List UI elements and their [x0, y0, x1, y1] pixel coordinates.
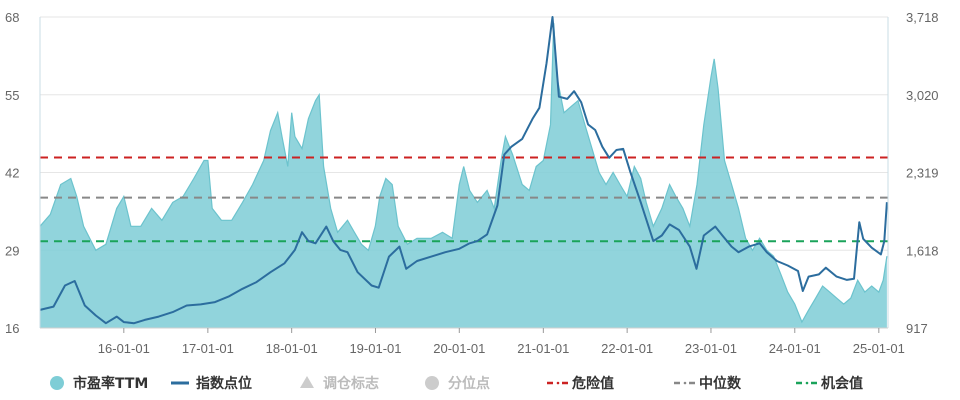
x-tick-label: 18-01-01	[266, 341, 318, 356]
legend-label: 危险值	[571, 375, 614, 392]
legend-dot-icon	[683, 381, 687, 385]
line-layer	[39, 16, 888, 325]
legend-item[interactable]: 分位点	[425, 375, 490, 392]
legend-triangle-icon	[300, 376, 314, 388]
y-right-tick-label: 1,618	[906, 243, 939, 258]
x-tick-label: 22-01-01	[601, 341, 653, 356]
index-line	[39, 16, 888, 325]
legend-label: 指数点位	[196, 375, 252, 392]
x-tick-label: 25-01-01	[853, 341, 905, 356]
legend-item[interactable]: 机会值	[796, 375, 863, 392]
x-tick-label: 23-01-01	[685, 341, 737, 356]
legend-item[interactable]: 中位数	[674, 375, 742, 392]
y-left-tick-label: 16	[5, 321, 19, 336]
y-left-tick-label: 55	[5, 88, 19, 103]
legend-item[interactable]: 指数点位	[171, 375, 252, 392]
area-layer	[39, 22, 888, 328]
legend-dot-icon	[556, 381, 560, 385]
legend-item[interactable]: 市盈率TTM	[50, 375, 148, 392]
legend-item[interactable]: 调仓标志	[300, 375, 379, 392]
y-left-tick-label: 29	[5, 243, 19, 258]
legend-circle-icon	[50, 376, 64, 390]
legend-label: 机会值	[821, 375, 863, 392]
legend-label: 市盈率TTM	[73, 375, 148, 392]
y-right-tick-label: 917	[906, 321, 928, 336]
y-right-tick-label: 2,319	[906, 166, 939, 181]
y-right-tick-label: 3,020	[906, 88, 939, 103]
x-tick-label: 17-01-01	[182, 341, 234, 356]
y-left-tick-label: 68	[5, 10, 19, 25]
x-tick-label: 24-01-01	[769, 341, 821, 356]
pe-ttm-outline	[39, 22, 888, 324]
y-left-tick-label: 42	[5, 166, 19, 181]
legend-circle-icon	[425, 376, 439, 390]
legend: 市盈率TTM 指数点位 调仓标志 分位点 危险值 中位数 机会值	[50, 375, 863, 392]
x-tick-label: 16-01-01	[98, 341, 150, 356]
axis-layer: 16 917 29 1,618 42 2,319 55 3,020 68 3,718 16-01-0…	[5, 10, 939, 356]
legend-label: 中位数	[699, 375, 742, 392]
legend-item[interactable]: 危险值	[547, 375, 614, 392]
x-tick-label: 19-01-01	[349, 341, 401, 356]
legend-label: 分位点	[448, 375, 490, 392]
pe-ttm-area	[40, 23, 887, 328]
reference-lines-layer	[40, 156, 888, 243]
y-right-tick-label: 3,718	[906, 10, 939, 25]
x-tick-label: 21-01-01	[517, 341, 569, 356]
legend-label: 调仓标志	[323, 375, 379, 392]
x-tick-label: 20-01-01	[433, 341, 485, 356]
legend-dot-icon	[805, 381, 809, 385]
